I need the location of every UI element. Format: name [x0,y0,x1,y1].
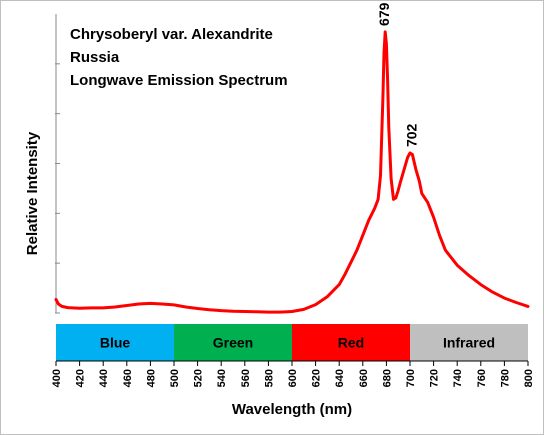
y-axis-label: Relative Intensity [24,131,41,255]
x-tick-label: 400 [51,369,63,387]
x-tick-label: 700 [405,369,417,387]
band-infrared [410,324,528,361]
x-tick-label: 460 [122,369,134,387]
x-axis-label: Wavelength (nm) [232,401,352,418]
peak-label-702: 702 [403,123,419,147]
chart-title-line-2: Russia [70,49,120,66]
x-tick-label: 540 [216,369,228,387]
x-tick-label: 680 [381,369,393,387]
chart-title-line-3: Longwave Emission Spectrum [70,72,288,89]
x-tick-label: 500 [169,369,181,387]
x-tick-label: 760 [476,369,488,387]
band-label-green: Green [213,335,253,351]
band-label-red: Red [338,335,364,351]
x-tick-label: 660 [358,369,370,387]
band-green [174,324,292,361]
x-tick-label: 640 [334,369,346,387]
band-red [292,324,410,361]
spectrum-series-line [54,30,530,314]
x-tick-label: 580 [263,369,275,387]
x-tick-label: 720 [429,369,441,387]
x-tick-label: 560 [240,369,252,387]
x-tick-label: 420 [75,369,87,387]
x-tick-label: 440 [98,369,110,387]
x-tick-label: 740 [452,369,464,387]
chart-title-line-1: Chrysoberyl var. Alexandrite [70,26,273,43]
band-blue [56,324,174,361]
x-tick-label: 600 [287,369,299,387]
x-tick-label: 480 [145,369,157,387]
band-label-blue: Blue [100,335,131,351]
x-tick-label: 800 [523,369,535,387]
x-tick-label: 780 [499,369,511,387]
peak-label-679: 679 [376,2,392,26]
band-label-infrared: Infrared [443,335,495,351]
x-tick-label: 620 [311,369,323,387]
x-tick-label: 520 [193,369,205,387]
